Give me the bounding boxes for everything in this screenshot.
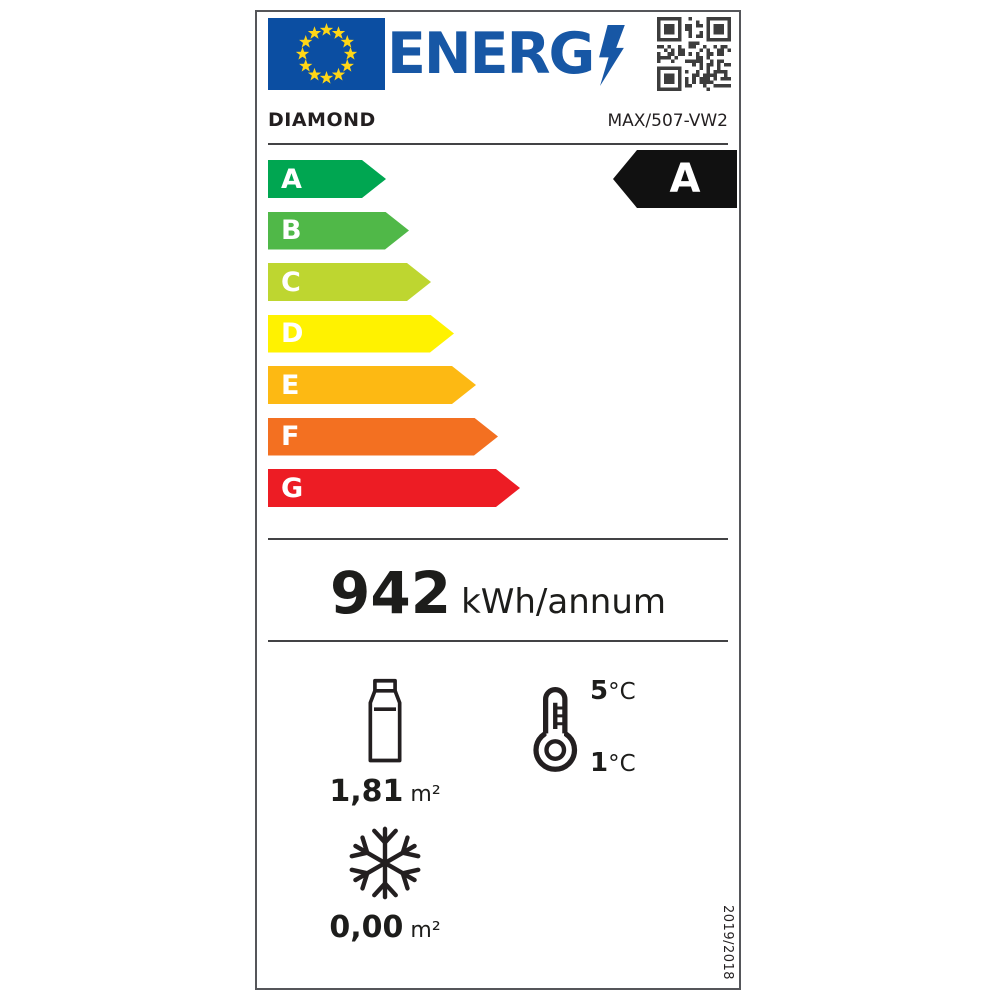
- energ-logo: ENERG: [387, 18, 626, 90]
- scale-arrow-c: C: [268, 263, 431, 301]
- temperature-min: 1°C: [590, 748, 636, 778]
- brand-name: DIAMOND: [268, 109, 376, 131]
- eu-flag-icon: [268, 18, 385, 90]
- scale-arrow-label: E: [281, 369, 300, 401]
- snowflake-icon: [346, 826, 424, 900]
- temperature-max: 5°C: [590, 676, 636, 706]
- energy-label: ENERG DIAMOND MAX/507-VW2 A B C D E F G …: [255, 10, 741, 990]
- model-number: MAX/507-VW2: [607, 111, 728, 131]
- annual-energy: 942 kWh/annum: [257, 564, 739, 622]
- scale-arrow-f: F: [268, 418, 498, 456]
- scale-arrow-g: G: [268, 469, 520, 507]
- scale-arrow-label: G: [281, 472, 304, 504]
- divider: [268, 538, 728, 540]
- scale-arrow-d: D: [268, 315, 454, 353]
- scale-arrow-label: C: [281, 266, 301, 298]
- frozen-area-value: 0,00: [329, 910, 404, 945]
- scale-arrow-label: F: [281, 421, 300, 452]
- annual-energy-unit: kWh/annum: [461, 582, 666, 622]
- scale-arrow-a: A: [268, 160, 386, 198]
- qr-code: [657, 17, 731, 91]
- rating-arrow: A: [613, 150, 737, 208]
- divider: [268, 143, 728, 145]
- lightning-bolt-icon: [599, 24, 626, 86]
- scale-arrow-b: B: [268, 212, 409, 250]
- rating-grade: A: [669, 156, 701, 202]
- scale-arrow-label: A: [281, 163, 302, 195]
- scale-arrow-label: B: [281, 215, 302, 246]
- chilled-area-value: 1,81: [329, 774, 404, 809]
- operating-temperature: 5°C 1°C: [529, 676, 636, 778]
- efficiency-scale: A B C D E F G: [268, 160, 568, 507]
- divider: [268, 640, 728, 642]
- frozen-display-area: 0,00 m²: [305, 824, 465, 945]
- bottle-icon: [368, 678, 402, 763]
- scale-arrow-e: E: [268, 366, 476, 404]
- thermometer-icon: [533, 687, 578, 772]
- annual-energy-value: 942: [330, 559, 452, 627]
- frozen-area-unit: m²: [410, 918, 441, 943]
- chilled-area-unit: m²: [410, 782, 441, 807]
- energ-logo-text: ENERG: [387, 20, 595, 87]
- chilled-display-area: 1,81 m²: [305, 678, 465, 809]
- regulation-number: 2019/2018: [720, 904, 735, 980]
- scale-arrow-label: D: [281, 318, 304, 349]
